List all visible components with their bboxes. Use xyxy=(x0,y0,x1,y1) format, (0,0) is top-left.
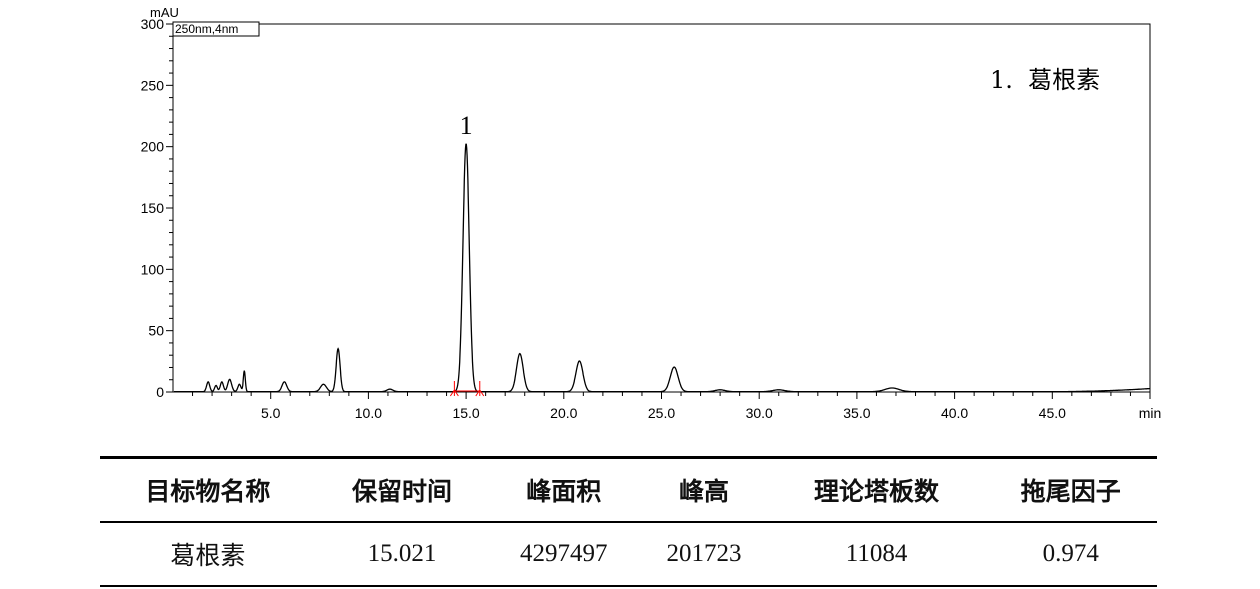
integration-marker xyxy=(449,381,459,397)
cell-compound-name: 葛根素 xyxy=(170,542,246,570)
cell-retention-time: 15.021 xyxy=(367,539,437,567)
integration-marker xyxy=(475,381,485,397)
y-tick-label: 50 xyxy=(148,323,164,339)
cell-tailing-factor: 0.974 xyxy=(1042,539,1099,567)
x-tick-label: 25.0 xyxy=(648,405,675,421)
y-tick-label: 100 xyxy=(141,261,165,277)
header-peak-height: 峰高 xyxy=(678,476,729,506)
y-tick-label: 300 xyxy=(141,16,165,32)
chromatogram-trace xyxy=(174,143,1150,393)
x-tick-label: 5.0 xyxy=(261,405,281,421)
y-axis: 0 50 100 150 200 250 300 xyxy=(141,16,173,400)
cell-peak-area: 4297497 xyxy=(520,539,608,567)
chromatogram-chart: 0 50 100 150 200 250 300 5.0 10.0 15.0 20.0 25.0 30… xyxy=(141,5,1162,421)
results-table: 目标物名称 保留时间 峰面积 峰高 理论塔板数 拖尾因子 葛根素 15.021 … xyxy=(100,456,1157,587)
x-tick-label: 15.0 xyxy=(452,405,479,421)
x-tick-label: min xyxy=(1139,405,1162,421)
header-retention-time: 保留时间 xyxy=(352,476,453,506)
y-tick-label: 0 xyxy=(156,384,164,400)
header-peak-area: 峰面积 xyxy=(526,476,602,506)
peak-number-label: 1 xyxy=(460,111,473,140)
cell-theoretical-plates: 11084 xyxy=(845,539,908,567)
x-tick-label: 10.0 xyxy=(355,405,382,421)
x-tick-label: 35.0 xyxy=(843,405,870,421)
y-axis-unit-label: mAU xyxy=(150,5,179,20)
y-tick-label: 200 xyxy=(141,139,165,155)
x-axis: 5.0 10.0 15.0 20.0 25.0 30.0 35.0 40.0 45.0 min xyxy=(192,392,1162,421)
x-tick-label: 40.0 xyxy=(941,405,968,421)
header-tailing-factor: 拖尾因子 xyxy=(1020,476,1121,506)
integration-markers xyxy=(449,381,485,397)
y-tick-label: 250 xyxy=(141,77,165,93)
channel-label: 250nm,4nm xyxy=(175,22,238,36)
cell-peak-height: 201723 xyxy=(666,539,742,567)
header-compound-name: 目标物名称 xyxy=(145,476,271,506)
legend-text: 1. 葛根素 xyxy=(990,66,1100,94)
channel-label-box xyxy=(172,21,260,37)
x-tick-label: 45.0 xyxy=(1039,405,1066,421)
header-theoretical-plates: 理论塔板数 xyxy=(814,476,940,506)
table-header-row: 目标物名称 保留时间 峰面积 峰高 理论塔板数 拖尾因子 xyxy=(100,458,1157,522)
x-tick-label: 30.0 xyxy=(746,405,773,421)
table-row: 葛根素 15.021 4297497 201723 11084 0.974 xyxy=(100,522,1157,586)
y-tick-label: 150 xyxy=(141,200,165,216)
x-tick-label: 20.0 xyxy=(550,405,577,421)
